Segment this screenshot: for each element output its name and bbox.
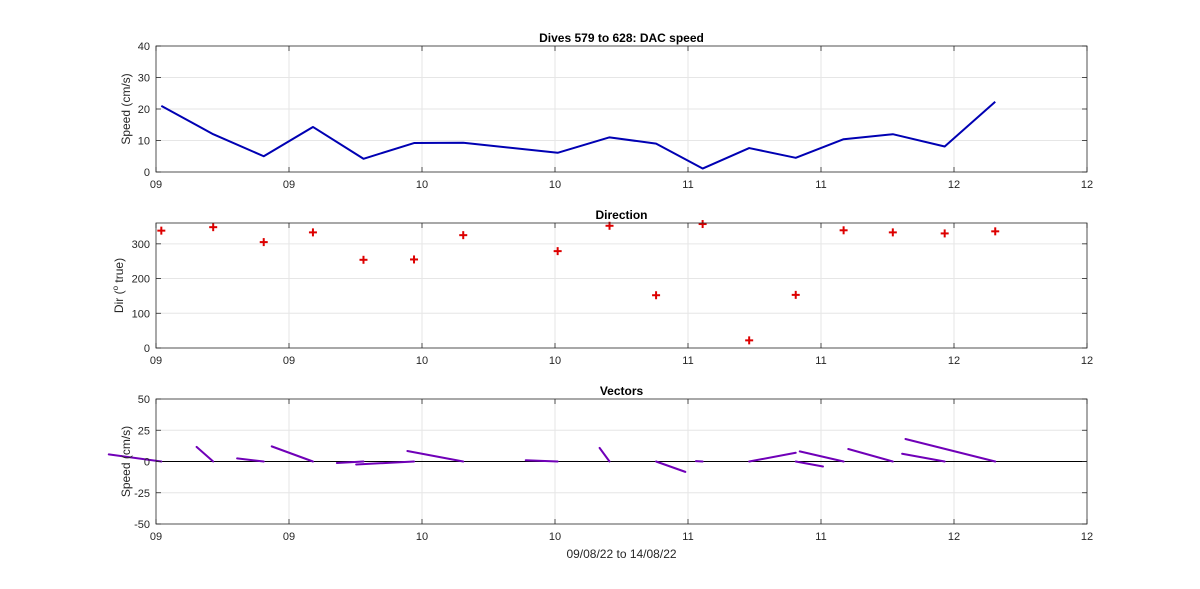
- velocity-vector: [355, 460, 416, 466]
- y-axis-label: Dir (o true): [111, 258, 126, 313]
- y-tick-label: 40: [138, 41, 150, 53]
- y-axis-label: Speed (cm/s): [119, 73, 133, 144]
- y-tick-label: 0: [144, 457, 150, 469]
- velocity-vector: [335, 460, 365, 464]
- velocity-vector: [655, 460, 687, 473]
- y-tick-label: 10: [138, 136, 150, 148]
- x-tick-label: 11: [682, 179, 693, 191]
- x-tick-label: 10: [549, 531, 561, 543]
- velocity-vector: [195, 445, 215, 463]
- velocity-vector: [794, 460, 824, 468]
- velocity-vector: [904, 438, 997, 463]
- x-tick-label: 09: [283, 355, 295, 367]
- x-tick-label: 12: [948, 355, 960, 367]
- x-tick-label: 09: [150, 355, 162, 367]
- velocity-vector: [598, 446, 611, 463]
- velocity-vector: [798, 450, 845, 463]
- y-axis-label: Speed (cm/s): [119, 426, 133, 497]
- x-tick-label: 11: [815, 179, 826, 191]
- y-tick-label: 0: [144, 167, 150, 179]
- x-tick-label: 10: [549, 179, 561, 191]
- panel-2: 09 09 10 10 11 11 12 12 -50 -25 0 25 50 Vectors Speed …: [107, 384, 1093, 561]
- chart-title: Vectors: [600, 384, 644, 398]
- velocity-vector: [107, 453, 163, 463]
- x-tick-label: 09: [283, 531, 295, 543]
- direction-point: [698, 220, 707, 229]
- direction-point: [745, 336, 754, 345]
- direction-point: [839, 226, 848, 235]
- velocity-vector: [524, 459, 559, 463]
- y-tick-label: 300: [132, 239, 150, 251]
- axes-frame: [155, 222, 1088, 349]
- y-tick-label: 20: [138, 104, 150, 116]
- x-tick-label: 12: [1081, 531, 1093, 543]
- speed-series-line: [160, 101, 996, 170]
- y-tick-label: -50: [134, 519, 150, 531]
- y-tick-label: 30: [138, 73, 150, 85]
- direction-point: [359, 255, 368, 264]
- chart-title: Dives 579 to 628: DAC speed: [539, 31, 704, 45]
- y-tick-label: 0: [144, 343, 150, 355]
- x-tick-label: 12: [948, 531, 960, 543]
- velocity-vector: [901, 452, 946, 463]
- direction-point: [940, 229, 949, 238]
- direction-point: [553, 247, 562, 256]
- x-tick-label: 09: [150, 179, 162, 191]
- velocity-vector: [236, 457, 265, 463]
- velocity-vector: [270, 445, 314, 463]
- velocity-vector: [406, 450, 465, 463]
- x-tick-label: 10: [549, 355, 561, 367]
- direction-point: [157, 226, 166, 235]
- velocity-vector: [847, 448, 894, 463]
- direction-point: [888, 228, 897, 237]
- x-tick-label: 11: [815, 355, 826, 367]
- direction-point: [791, 290, 800, 299]
- x-tick-label: 09: [150, 531, 162, 543]
- direction-point: [209, 223, 218, 232]
- direction-point: [459, 231, 468, 240]
- direction-point: [652, 291, 661, 300]
- y-tick-label: 50: [138, 394, 150, 406]
- plot-area: [156, 223, 1087, 348]
- direction-point: [308, 228, 317, 237]
- y-tick-label: 200: [132, 274, 150, 286]
- x-tick-label: 12: [1081, 355, 1093, 367]
- chart-title: Direction: [595, 208, 647, 222]
- x-tick-label: 10: [416, 531, 428, 543]
- x-tick-label: 11: [682, 531, 693, 543]
- y-tick-label: 25: [138, 425, 150, 437]
- x-tick-label: 09: [283, 179, 295, 191]
- x-tick-label: 12: [948, 179, 960, 191]
- x-tick-label: 10: [416, 179, 428, 191]
- x-tick-label: 11: [815, 531, 826, 543]
- panel-1: 09 09 10 10 11 11 12 12 0 100 200 300 Direction Dir (…: [111, 208, 1093, 367]
- velocity-vector: [748, 451, 797, 463]
- x-tick-label: 10: [416, 355, 428, 367]
- x-tick-label: 12: [1081, 179, 1093, 191]
- y-tick-label: -25: [134, 488, 150, 500]
- x-tick-label: 11: [682, 355, 693, 367]
- panel-0: 09 09 10 10 11 11 12 12 0 10 20 30 40 Dives 579 to 62…: [119, 31, 1093, 191]
- direction-point: [991, 227, 1000, 236]
- y-tick-label: 100: [132, 308, 150, 320]
- x-axis-label: 09/08/22 to 14/08/22: [566, 547, 676, 561]
- direction-point: [410, 255, 419, 264]
- direction-point: [259, 238, 268, 247]
